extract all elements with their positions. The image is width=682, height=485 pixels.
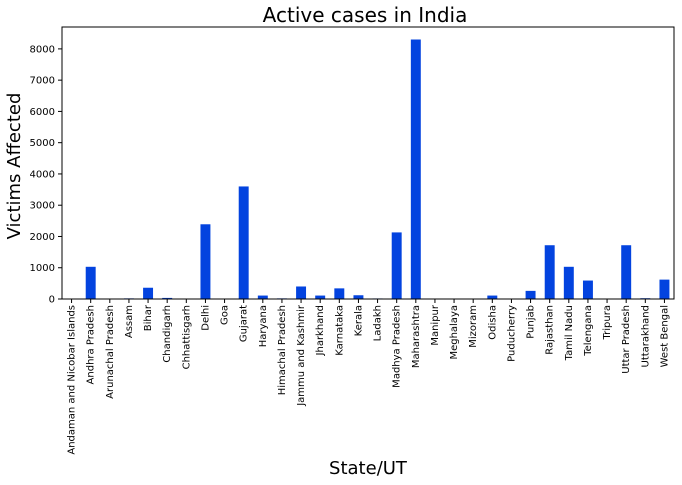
x-tick-label: Andaman and Nicobar Islands [67,305,78,455]
y-tick-label: 2000 [30,232,55,243]
x-tick-label: Karnataka [334,305,345,356]
bar [582,280,593,299]
x-tick-label: Assam [124,305,135,338]
x-tick-label: Tripura [602,305,613,340]
bar [487,295,498,299]
bar [296,286,307,299]
x-tick-label: Telengana [583,305,594,357]
x-tick-label: Arunachal Pradesh [105,305,116,399]
x-tick-label: Rajasthan [545,305,556,355]
x-tick-label: Uttarakhand [640,305,651,367]
y-tick-label: 3000 [30,201,55,212]
x-tick-label: Jharkhand [315,305,326,356]
x-tick-label: Mizoram [468,305,479,348]
bar [315,295,326,299]
x-tick-label: Chandigarh [162,305,173,363]
bar [353,295,364,299]
bar [621,245,632,299]
y-tick-label: 4000 [30,169,55,180]
x-tick-label: West Bengal [659,305,670,367]
x-tick-label: Tamil Nadu [564,305,575,361]
x-tick-label: Maharashtra [411,305,422,368]
y-tick-label: 8000 [30,44,55,55]
bar [659,279,670,299]
bar [334,288,345,299]
bar [200,224,211,299]
x-axis-label: State/UT [329,458,408,479]
bar [143,287,154,299]
y-tick-label: 0 [49,295,55,306]
bar [257,295,268,299]
bars-group [66,39,670,299]
x-tick-label: Madhya Pradesh [392,305,403,388]
bar [391,232,402,299]
plot-frame [61,26,675,300]
y-tick-label: 7000 [30,76,55,87]
x-tick-label: Bihar [143,304,154,331]
bar [238,186,249,299]
y-axis: 0 1000 2000 3000 4000 5000 6000 7000 8000 [30,44,62,306]
x-tick-label: Goa [220,305,231,325]
x-tick-label: Ladakh [373,305,384,341]
x-tick-label: Punjab [526,305,537,339]
x-tick-label: Delhi [200,305,211,331]
x-tick-label: Kerala [353,305,364,336]
y-tick-label: 6000 [30,107,55,118]
x-tick-label: Jammu and Kashmir [296,304,307,407]
chart-title: Active cases in India [263,3,468,27]
x-tick-label: Uttar Pradesh [621,305,632,374]
x-tick-label: Meghalaya [449,305,460,360]
x-tick-label: Andhra Pradesh [86,305,97,384]
x-tick-label: Manipur [430,304,441,346]
x-axis: Andaman and Nicobar Islands Andhra Prades… [67,299,670,455]
x-tick-label: Himachal Pradesh [277,305,288,395]
bar [544,245,555,299]
x-tick-label: Chhattisgarh [181,305,192,369]
y-tick-label: 5000 [30,138,55,149]
y-axis-label: Victims Affected [4,93,25,240]
bar [85,266,96,299]
x-tick-label: Haryana [258,305,269,347]
x-tick-label: Puducherry [506,305,517,362]
bar [563,266,574,299]
x-tick-label: Odisha [487,305,498,340]
bar [525,290,536,299]
bar [410,39,421,299]
bar [162,297,173,299]
y-tick-label: 1000 [30,263,55,274]
x-tick-label: Gujarat [239,305,250,342]
